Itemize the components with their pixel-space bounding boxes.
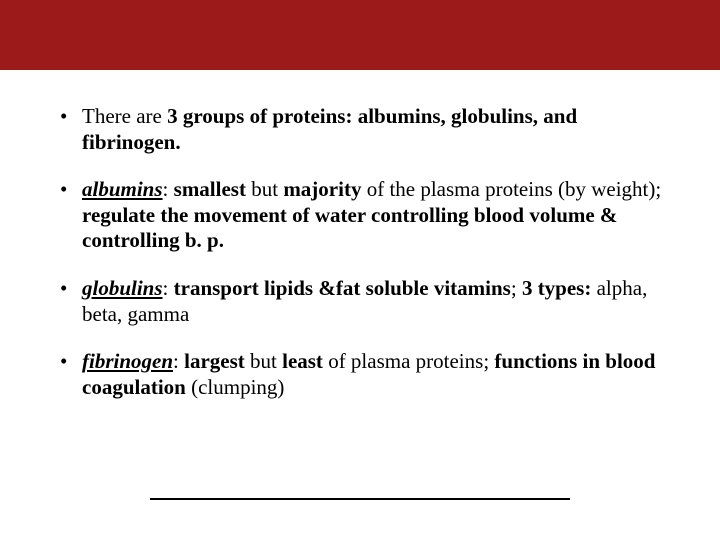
list-item: albumins: smallest but majority of the p… xyxy=(58,177,662,254)
footer-divider xyxy=(150,498,570,500)
text-run: : xyxy=(163,276,174,300)
list-item: globulins: transport lipids &fat soluble… xyxy=(58,276,662,327)
text-run: but xyxy=(246,177,283,201)
text-run: largest xyxy=(184,349,245,373)
text-run: There are xyxy=(82,104,167,128)
text-run: 3 types: xyxy=(522,276,591,300)
text-run: (clumping) xyxy=(186,375,285,399)
list-item: fibrinogen: largest but least of plasma … xyxy=(58,349,662,400)
text-run: of the plasma proteins (by weight); xyxy=(361,177,661,201)
text-run: transport lipids &fat soluble vitamins xyxy=(174,276,511,300)
text-run: but xyxy=(245,349,282,373)
text-run: fibrinogen xyxy=(82,349,173,373)
header-bar xyxy=(0,0,720,70)
text-run: : xyxy=(163,177,174,201)
slide-content: There are 3 groups of proteins: albumins… xyxy=(0,70,720,400)
text-run: ; xyxy=(511,276,522,300)
text-run: albumins xyxy=(82,177,163,201)
list-item: There are 3 groups of proteins: albumins… xyxy=(58,104,662,155)
bullet-list: There are 3 groups of proteins: albumins… xyxy=(58,104,662,400)
text-run: least xyxy=(282,349,323,373)
text-run: regulate the movement of water controlli… xyxy=(82,203,617,253)
text-run: majority xyxy=(283,177,361,201)
text-run: smallest xyxy=(174,177,246,201)
text-run: of plasma proteins; xyxy=(323,349,494,373)
text-run: : xyxy=(173,349,184,373)
text-run: globulins xyxy=(82,276,163,300)
